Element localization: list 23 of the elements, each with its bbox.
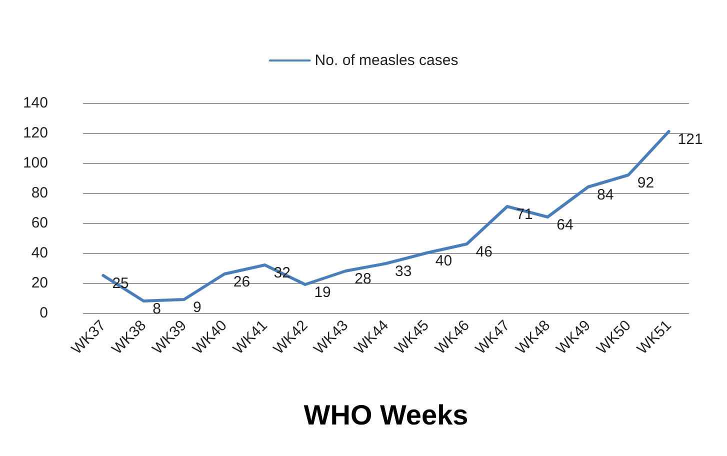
y-tick-label: 120 — [22, 124, 48, 142]
data-label: 28 — [354, 270, 372, 288]
y-tick-label: 0 — [40, 304, 48, 322]
line-series — [102, 130, 670, 302]
data-label: 46 — [476, 244, 492, 260]
data-label: 26 — [233, 274, 250, 290]
y-tick-label: 20 — [31, 274, 48, 292]
data-label: 40 — [435, 252, 452, 270]
y-tick-label: 80 — [31, 184, 48, 202]
data-label: 8 — [152, 300, 161, 318]
data-label: 92 — [637, 174, 654, 192]
data-label: 64 — [556, 216, 574, 234]
y-tick-label: 100 — [22, 154, 48, 172]
data-label: 121 — [678, 131, 703, 148]
data-label: 9 — [193, 299, 202, 316]
data-label: 84 — [597, 186, 614, 204]
legend-label: No. of measles cases — [314, 52, 458, 69]
y-tick-label: 60 — [31, 214, 48, 232]
y-tick-label: 140 — [22, 94, 48, 112]
x-axis-title: WHO Weeks — [304, 400, 468, 430]
y-tick-label: 40 — [31, 244, 48, 262]
data-label: 19 — [314, 284, 331, 301]
data-label: 33 — [395, 263, 412, 280]
